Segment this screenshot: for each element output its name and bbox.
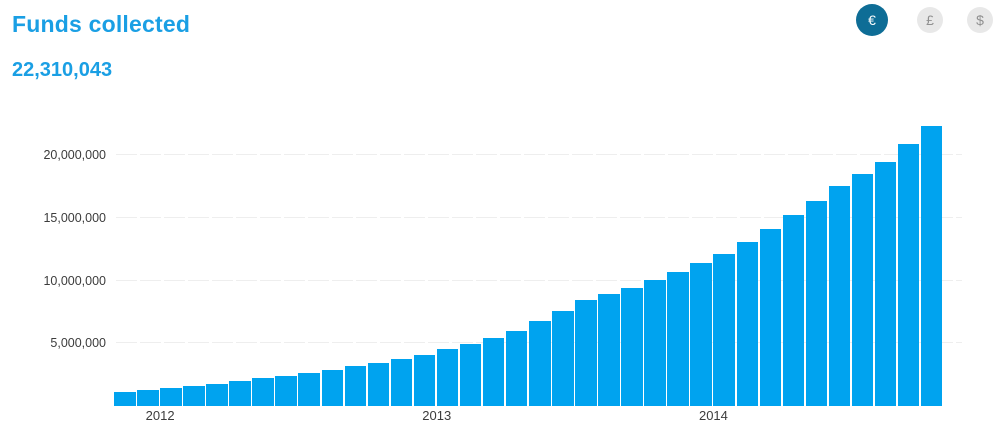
chart-bar[interactable] bbox=[436, 348, 459, 406]
chart-bar[interactable] bbox=[344, 366, 367, 406]
x-tick-label-2013: 2013 bbox=[422, 408, 452, 423]
y-axis-labels: 5,000,000 10,000,000 15,000,000 20,000,000 bbox=[0, 120, 106, 406]
chart-bar[interactable] bbox=[390, 359, 413, 406]
x-axis-labels: 2012 2013 2014 bbox=[114, 408, 962, 426]
chart-bar[interactable] bbox=[874, 162, 897, 406]
chart-bar[interactable] bbox=[252, 378, 274, 406]
chart-bar[interactable] bbox=[552, 310, 574, 406]
currency-toggle: € £ $ bbox=[0, 0, 1000, 45]
chart-bar[interactable] bbox=[459, 343, 482, 406]
chart-bar[interactable] bbox=[851, 173, 874, 406]
chart-bar[interactable] bbox=[782, 215, 805, 406]
chart-bar[interactable] bbox=[114, 392, 136, 406]
y-tick-label: 15,000,000 bbox=[43, 210, 106, 225]
gridline-20000000 bbox=[116, 154, 962, 156]
currency-eur-button[interactable]: € bbox=[856, 4, 888, 36]
chart-bar[interactable] bbox=[321, 369, 344, 406]
chart-bar[interactable] bbox=[667, 271, 689, 406]
chart-bar[interactable] bbox=[828, 186, 851, 406]
chart-bar[interactable] bbox=[137, 390, 159, 406]
chart-bar[interactable] bbox=[713, 253, 735, 406]
chart-bar[interactable] bbox=[598, 293, 620, 406]
chart-bar[interactable] bbox=[759, 229, 782, 406]
total-amount: 22,310,043 bbox=[12, 59, 113, 81]
chart-bar[interactable] bbox=[621, 288, 643, 406]
chart-bar[interactable] bbox=[575, 300, 597, 406]
y-tick-label: 20,000,000 bbox=[43, 148, 106, 163]
chart-bar[interactable] bbox=[644, 279, 666, 406]
chart-bar[interactable] bbox=[298, 372, 320, 406]
chart-bar[interactable] bbox=[413, 354, 436, 406]
chart-bar[interactable] bbox=[367, 362, 390, 406]
page-title: Funds collected bbox=[12, 11, 191, 37]
chart-bar[interactable] bbox=[529, 320, 551, 406]
chart-bar[interactable] bbox=[736, 241, 759, 406]
chart-bar[interactable] bbox=[690, 263, 712, 406]
currency-usd-button[interactable]: $ bbox=[967, 7, 993, 33]
chart-bar[interactable] bbox=[206, 383, 228, 406]
chart-bar[interactable] bbox=[482, 338, 505, 406]
chart-bar[interactable] bbox=[229, 381, 251, 406]
y-tick-label: 10,000,000 bbox=[43, 273, 106, 288]
chart-bar[interactable] bbox=[897, 144, 920, 406]
x-tick-label-2012: 2012 bbox=[145, 408, 175, 423]
plot-area bbox=[114, 120, 962, 406]
chart-bar[interactable] bbox=[505, 330, 528, 406]
y-tick-label: 5,000,000 bbox=[50, 336, 106, 351]
chart-bar[interactable] bbox=[805, 200, 828, 406]
gridline-10000000 bbox=[116, 279, 962, 281]
x-tick-label-2014: 2014 bbox=[698, 408, 728, 423]
chart-bar[interactable] bbox=[275, 375, 297, 406]
chart-bar[interactable] bbox=[920, 126, 943, 406]
gridline-15000000 bbox=[116, 216, 962, 218]
currency-gbp-button[interactable]: £ bbox=[917, 7, 943, 33]
chart-bar[interactable] bbox=[160, 388, 182, 406]
chart-bar[interactable] bbox=[183, 386, 205, 406]
